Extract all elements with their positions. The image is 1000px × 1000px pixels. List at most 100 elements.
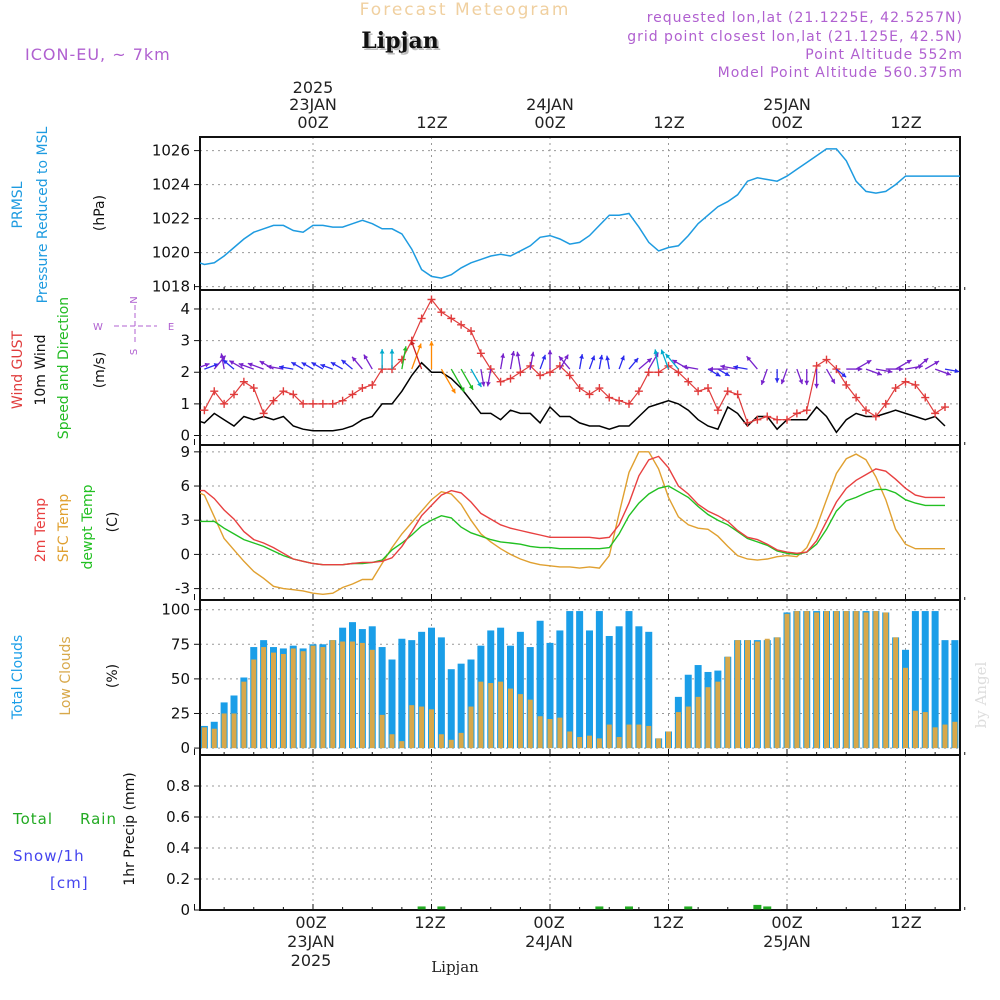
- y-tick-label: 1020: [152, 244, 190, 262]
- gust-marker: [773, 415, 782, 424]
- wind-arrow-head: [468, 384, 474, 390]
- low-cloud-bar: [547, 719, 553, 749]
- low-cloud-bar: [537, 716, 543, 749]
- total-cloud-bar: [921, 611, 929, 749]
- low-cloud-bar: [725, 656, 731, 749]
- wind-direction-arrow: [410, 340, 423, 370]
- total-cloud-bar: [931, 611, 939, 749]
- y-tick-label: 0.8: [166, 777, 190, 795]
- y-tick-label: 1024: [152, 176, 190, 194]
- wind-arrow-head: [363, 354, 369, 360]
- total-cloud-bar: [428, 627, 435, 749]
- product-title: Forecast Meteogram: [360, 0, 571, 20]
- low-cloud-bar: [399, 741, 405, 749]
- requested-coords: requested lon,lat (21.1225E, 42.5257N): [647, 10, 963, 26]
- wind-arrow-head: [379, 349, 385, 354]
- y-tick-label: 4: [180, 300, 190, 318]
- gust-marker: [871, 412, 880, 421]
- wind-arrow-head: [301, 362, 307, 367]
- model-label: ICON-EU, ~ 7km: [25, 45, 171, 64]
- y-tick-label: -3: [175, 580, 190, 598]
- low-cloud-bar: [409, 705, 415, 749]
- bottom-hour-label: 00Z: [771, 913, 802, 932]
- footer-location: Lipjan: [431, 958, 479, 976]
- top-date-label-24jan: 24JAN: [526, 95, 574, 114]
- low-cloud-bar: [774, 637, 780, 749]
- low-cloud-bar: [695, 696, 701, 749]
- precip-bar: [684, 906, 693, 910]
- wind-arrow-head: [841, 372, 847, 378]
- low-cloud-bar: [448, 739, 454, 749]
- wind-arrow-head: [804, 380, 810, 386]
- temp-unit-label: (C): [105, 512, 121, 533]
- temperature-panel: -3 0 3 6 9: [175, 443, 966, 601]
- location-title-main: Lipjan: [361, 28, 438, 54]
- bottom-hour-label: 00Z: [533, 913, 564, 932]
- wind-arrow-head: [410, 340, 415, 346]
- gust-marker: [348, 390, 357, 399]
- total-cloud-bar: [951, 640, 959, 749]
- low-cloud-bar: [794, 611, 800, 749]
- gust-marker: [585, 390, 594, 399]
- low-cloud-bar: [596, 738, 602, 749]
- gust-marker: [506, 374, 515, 383]
- gust-marker: [467, 327, 475, 336]
- low-cloud-bar: [300, 651, 306, 749]
- gust-marker: [309, 399, 317, 408]
- y-tick-label: 3: [180, 332, 190, 350]
- gust-marker: [269, 396, 278, 405]
- wind-arrow-head: [866, 360, 872, 365]
- gust-marker: [191, 406, 199, 414]
- panel-frame: [199, 754, 961, 911]
- gust-marker: [200, 406, 209, 415]
- low-cloud-bar: [508, 688, 513, 749]
- wind-arrow-head: [923, 358, 929, 363]
- total-cloud-bar: [526, 647, 534, 749]
- gust-marker: [427, 295, 436, 304]
- top-hour-label: 00Z: [771, 113, 802, 132]
- y-tick-label: 1026: [152, 142, 190, 160]
- wind-arrow-head: [579, 354, 584, 359]
- low-cloud-bar: [754, 641, 760, 749]
- bottom-time-axis: 00Z 12Z 00Z 12Z 00Z 12Z 23JAN 24JAN 25JA…: [287, 913, 922, 970]
- low-cloud-bar: [883, 612, 889, 749]
- low-cloud-bar: [320, 647, 326, 749]
- total-cloud-bar: [546, 642, 554, 749]
- low-cloud-bar: [903, 667, 908, 749]
- wind-arrow-head: [830, 378, 835, 384]
- low-cloud-bar: [271, 652, 276, 749]
- total-cloud-bar: [615, 626, 623, 749]
- cloud-labels: Total Clouds Low Clouds (%): [10, 635, 121, 720]
- top-time-axis: 2025 23JAN 24JAN 25JAN 00Z 12Z 00Z 12Z 0…: [289, 78, 922, 132]
- precip-unit-label: 1hr Precip (mm): [122, 772, 138, 885]
- top-hour-label: 12Z: [416, 113, 447, 132]
- low-cloud-bar: [557, 717, 563, 749]
- wind-arrow-head: [724, 371, 730, 376]
- y-tick-label: 2: [180, 363, 190, 381]
- low-cloud-bar: [419, 706, 425, 749]
- top-hour-label: 00Z: [297, 113, 328, 132]
- wind-arrow-head: [311, 362, 317, 367]
- low-cloud-bar: [478, 681, 484, 749]
- low-cloud-bar: [517, 694, 523, 749]
- wind-arrow-head: [945, 371, 951, 376]
- wind-arrow-head: [500, 353, 506, 359]
- wind-arrow-head: [564, 354, 569, 360]
- low-cloud-bar: [379, 714, 385, 749]
- wind-arrow-head: [510, 350, 516, 356]
- wind-arrow-head: [682, 364, 688, 370]
- total-cloud-bar: [191, 707, 198, 749]
- gust-marker: [911, 380, 920, 389]
- total-cloud-bar: [605, 635, 613, 749]
- low-cloud-bar: [389, 734, 395, 749]
- wind-arrow-head: [708, 366, 713, 372]
- gust-marker: [704, 384, 712, 393]
- y-tick-label: 100: [161, 601, 190, 619]
- total-cloud-bar: [467, 659, 475, 749]
- y-tick-label: 0: [180, 901, 190, 919]
- gust-marker: [862, 406, 870, 415]
- low-cloud-bar: [310, 645, 316, 749]
- low-cloud-bar: [211, 728, 217, 749]
- temp-series: [200, 451, 945, 596]
- low-cloud-bar: [359, 642, 365, 749]
